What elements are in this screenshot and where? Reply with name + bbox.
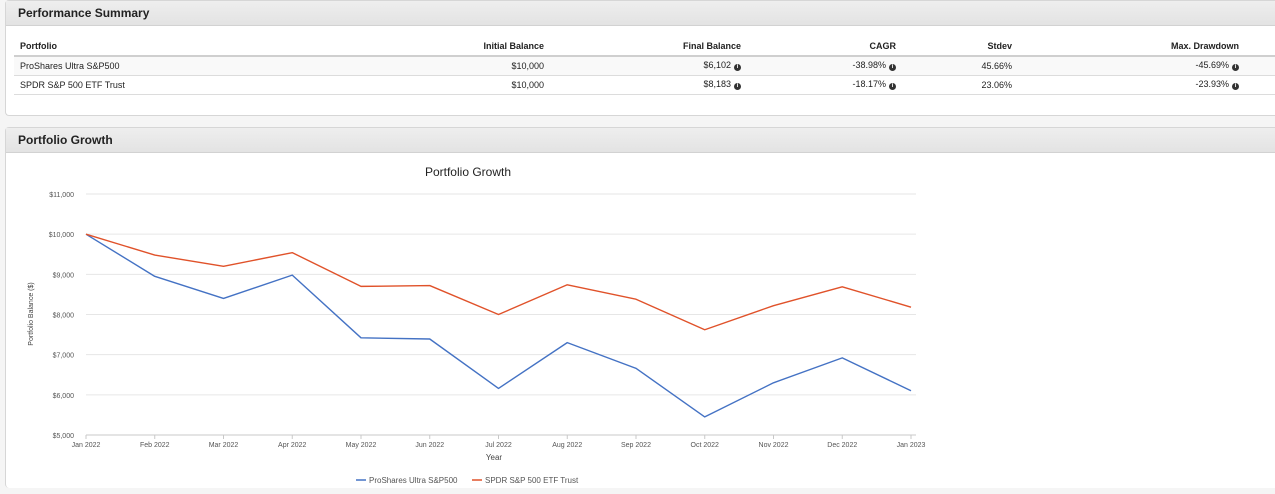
- x-tick-label: May 2022: [346, 442, 377, 449]
- info-icon[interactable]: i: [889, 83, 896, 90]
- table-row: ProShares Ultra S&P500 $10,000 $6,102 i -…: [14, 56, 1275, 76]
- y-tick-label: $6,000: [53, 393, 75, 400]
- legend-item[interactable]: ProShares Ultra S&P500: [356, 476, 458, 485]
- y-tick-label: $11,000: [49, 192, 74, 199]
- x-tick-label: Jul 2022: [485, 442, 512, 449]
- cagr-cell: -18.17% i: [747, 75, 902, 95]
- info-icon[interactable]: i: [734, 64, 741, 72]
- col-header-cagr: CAGR: [747, 37, 902, 57]
- x-tick-label: Sep 2022: [621, 442, 651, 449]
- x-tick-label: Nov 2022: [759, 442, 789, 449]
- max-drawdown: -45.69%: [1195, 60, 1229, 71]
- x-tick-label: Jun 2022: [415, 442, 444, 449]
- x-tick-label: Aug 2022: [552, 442, 582, 449]
- stdev: 45.66%: [902, 56, 1018, 76]
- y-axis-title: Portfolio Balance ($): [28, 282, 35, 345]
- legend-item[interactable]: SPDR S&P 500 ETF Trust: [472, 476, 579, 485]
- x-tick-label: Jan 2023: [897, 442, 926, 449]
- row-spacer: [1245, 56, 1275, 76]
- series-line-spdr-sp500[interactable]: [85, 233, 912, 331]
- col-header-portfolio: Portfolio: [14, 37, 314, 57]
- info-icon[interactable]: i: [889, 64, 896, 72]
- final-balance: $6,102: [703, 60, 731, 71]
- col-header-max-drawdown: Max. Drawdown: [1018, 37, 1245, 57]
- y-tick-label: $9,000: [53, 272, 75, 279]
- x-tick-label: Apr 2022: [278, 442, 307, 449]
- y-tick-label: $10,000: [49, 232, 74, 239]
- max-drawdown: -23.93%: [1195, 79, 1229, 89]
- y-tick-label: $7,000: [53, 353, 75, 360]
- table-header-row: Portfolio Initial Balance Final Balance …: [14, 37, 1275, 57]
- performance-summary-panel: Performance Summary Portfolio Initial Ba…: [5, 0, 1275, 116]
- cagr: -18.17%: [852, 79, 886, 89]
- legend-label: SPDR S&P 500 ETF Trust: [485, 476, 579, 485]
- legend-label: ProShares Ultra S&P500: [369, 476, 458, 485]
- series-line-proshares-ultra[interactable]: [85, 233, 912, 418]
- x-tick-label: Dec 2022: [827, 442, 857, 449]
- table-row: SPDR S&P 500 ETF Trust $10,000 $8,183 i -…: [14, 75, 1275, 95]
- col-header-stdev: Stdev: [902, 37, 1018, 57]
- y-tick-label: $8,000: [53, 313, 75, 320]
- portfolio-name: SPDR S&P 500 ETF Trust: [14, 75, 314, 95]
- row-spacer: [1245, 75, 1275, 95]
- max-drawdown-cell: -23.93% i: [1018, 75, 1245, 95]
- chart-title: Portfolio Growth: [425, 165, 511, 179]
- y-tick-label: $5,000: [53, 433, 75, 440]
- portfolio-name: ProShares Ultra S&P500: [14, 56, 314, 76]
- col-header-final-balance: Final Balance: [550, 37, 747, 57]
- x-tick-label: Mar 2022: [209, 442, 239, 449]
- cagr: -38.98%: [852, 60, 886, 71]
- portfolio-growth-chart: $5,000 $6,000 $7,000 $8,000 $9,000 $10,000 $11…: [28, 165, 926, 485]
- x-tick-label: Feb 2022: [140, 442, 170, 449]
- info-icon[interactable]: i: [1232, 83, 1239, 90]
- initial-balance: $10,000: [314, 56, 550, 76]
- final-balance: $8,183: [703, 79, 731, 89]
- initial-balance: $10,000: [314, 75, 550, 95]
- max-drawdown-cell: -45.69% i: [1018, 56, 1245, 76]
- final-balance-cell: $6,102 i: [550, 56, 747, 76]
- performance-summary-heading: Performance Summary: [6, 1, 1275, 26]
- portfolio-growth-panel: Portfolio Growth $5,000 $6,000 $7,000 $8,00…: [5, 127, 1275, 488]
- x-tick-label: Jan 2022: [72, 442, 101, 449]
- info-icon[interactable]: i: [1232, 64, 1239, 72]
- col-header-initial-balance: Initial Balance: [314, 37, 550, 57]
- chart-container: $5,000 $6,000 $7,000 $8,000 $9,000 $10,000 $11…: [6, 154, 946, 489]
- final-balance-cell: $8,183 i: [550, 75, 747, 95]
- x-tick-label: Oct 2022: [691, 442, 720, 449]
- cagr-cell: -38.98% i: [747, 56, 902, 76]
- performance-summary-table: Portfolio Initial Balance Final Balance …: [14, 37, 1275, 95]
- col-header-spacer: [1245, 37, 1275, 57]
- info-icon[interactable]: i: [734, 83, 741, 90]
- portfolio-growth-heading: Portfolio Growth: [6, 128, 1275, 153]
- stdev: 23.06%: [902, 75, 1018, 95]
- x-axis-title: Year: [486, 453, 503, 462]
